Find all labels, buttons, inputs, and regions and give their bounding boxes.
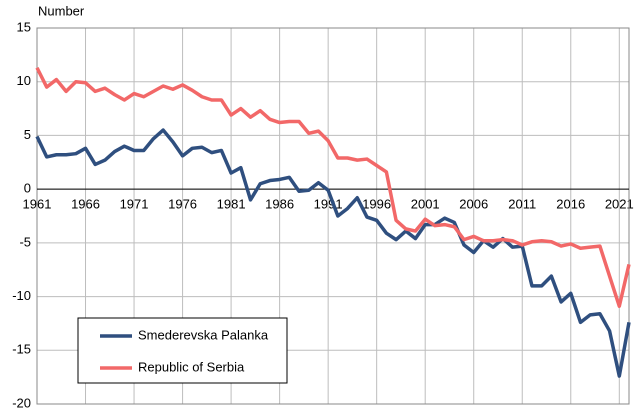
x-tick-label: 2006 [459,197,488,212]
y-tick-label: 15 [17,19,31,34]
y-tick-label: -15 [12,342,31,357]
x-tick-label: 1991 [314,197,343,212]
data-line [35,66,631,308]
x-tick-label: 1966 [71,197,100,212]
legend-label: Republic of Serbia [138,359,245,374]
y-axis-label: Number [38,3,85,18]
legend-label: Smederevska Palanka [138,327,269,342]
y-tick-label: -20 [12,395,31,410]
x-tick-label: 1976 [168,197,197,212]
plot-border [36,27,630,405]
data-line [35,128,631,378]
y-tick-label: 5 [24,127,31,142]
y-tick-label: -10 [12,288,31,303]
x-tick-label: 2016 [556,197,585,212]
x-tick-label: 1971 [120,197,149,212]
legend-box [77,317,288,384]
x-tick-label: 2011 [508,197,536,212]
x-tick-label: 1996 [362,197,391,212]
y-tick-label: 0 [24,181,31,196]
y-tick-label: -5 [19,234,31,249]
x-tick-label: 2001 [411,197,440,212]
x-tick-label: 1986 [265,197,294,212]
y-tick-label: 10 [17,73,31,88]
x-tick-label: 1981 [217,197,246,212]
x-tick-label: 2021 [605,197,634,212]
